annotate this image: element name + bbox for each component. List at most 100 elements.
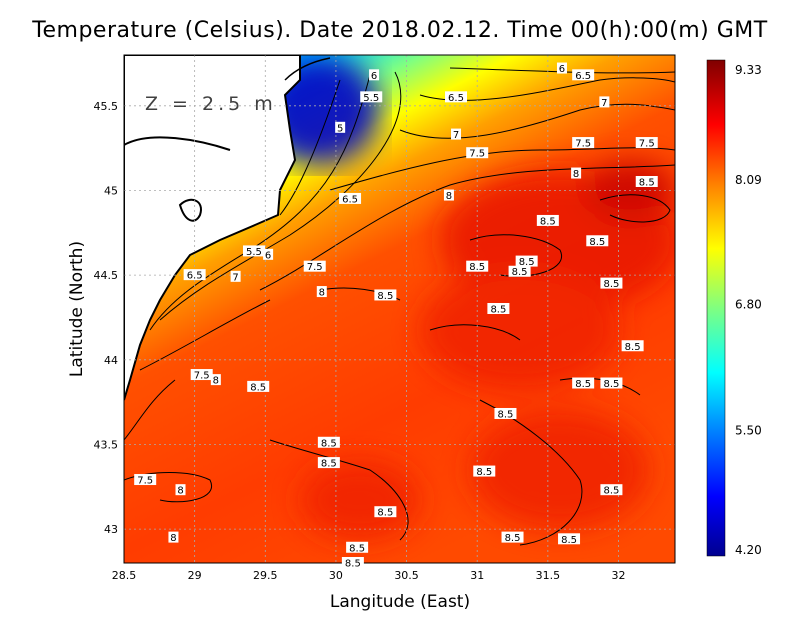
svg-text:7.5: 7.5 <box>194 371 210 382</box>
x-tick-label: 31 <box>470 569 484 582</box>
y-tick-label: 43.5 <box>94 438 119 451</box>
svg-text:8.5: 8.5 <box>505 533 521 544</box>
y-tick-label: 45 <box>104 184 118 197</box>
svg-text:8.5: 8.5 <box>540 216 556 227</box>
contour-label: 8.5 <box>247 380 270 393</box>
svg-text:7: 7 <box>232 272 238 283</box>
depth-label: Z = 2.5 m <box>145 93 277 115</box>
contour-label: 6 <box>556 62 567 75</box>
contour-label: 8.5 <box>635 176 658 189</box>
svg-text:8: 8 <box>170 533 176 544</box>
contour-label: 8 <box>210 374 221 387</box>
svg-text:8.5: 8.5 <box>603 379 619 390</box>
coastline <box>124 55 301 401</box>
svg-text:5.5: 5.5 <box>363 93 379 104</box>
svg-text:8: 8 <box>177 486 183 497</box>
contour-label: 8.5 <box>508 265 531 278</box>
contour-label: 8.5 <box>600 277 623 290</box>
svg-text:8.5: 8.5 <box>561 535 577 546</box>
svg-text:8.5: 8.5 <box>512 267 528 278</box>
contour-label: 5 <box>335 121 346 134</box>
contour-label: 6.5 <box>339 192 362 205</box>
contour-label: 7.5 <box>466 147 489 160</box>
svg-text:6.5: 6.5 <box>448 93 464 104</box>
x-axis-label: Langitude (East) <box>330 592 470 612</box>
contour-label: 7.5 <box>134 474 157 487</box>
contour-label: 6 <box>263 248 274 261</box>
contour-label: 8 <box>316 286 327 299</box>
svg-text:7.5: 7.5 <box>307 262 323 273</box>
contour-label: 8.5 <box>515 255 538 268</box>
contour-label: 8.5 <box>572 377 595 390</box>
contour-label: 8.5 <box>600 484 623 497</box>
y-tick-label: 43 <box>104 523 118 536</box>
contour-label: 6.5 <box>572 69 595 82</box>
contour-label: 8.5 <box>487 303 510 316</box>
x-tick-label: 31.5 <box>536 569 561 582</box>
contour-label: 8.5 <box>494 407 517 420</box>
svg-text:8.5: 8.5 <box>490 305 506 316</box>
contour-label: 8.5 <box>341 557 364 570</box>
x-tick-label: 29.5 <box>253 569 278 582</box>
contour-label: 8.5 <box>536 214 559 227</box>
svg-text:7.5: 7.5 <box>137 476 153 487</box>
svg-text:8.5: 8.5 <box>476 467 492 478</box>
svg-text:8.5: 8.5 <box>469 262 485 273</box>
contour-label: 8 <box>175 484 186 497</box>
x-axis-ticks: 28.5 29 29.5 30 30.5 31 31.5 32 <box>112 569 626 582</box>
x-tick-label: 29 <box>188 569 202 582</box>
x-tick-label: 28.5 <box>112 569 137 582</box>
svg-text:8.5: 8.5 <box>377 291 393 302</box>
svg-text:8.5: 8.5 <box>603 486 619 497</box>
svg-text:7.5: 7.5 <box>639 139 655 150</box>
contour-label: 8 <box>443 189 454 202</box>
svg-text:8.5: 8.5 <box>345 559 361 570</box>
contour-label: 7.5 <box>635 137 658 150</box>
colorbar-tick-label: 6.80 <box>735 298 762 312</box>
contour-label: 8.5 <box>586 235 609 248</box>
svg-text:8: 8 <box>319 288 325 299</box>
contour-label: 7.5 <box>190 369 213 382</box>
contour-label: 7 <box>230 270 241 283</box>
contour-label: 8.5 <box>621 340 644 353</box>
svg-text:7.5: 7.5 <box>575 139 591 150</box>
svg-text:7: 7 <box>453 130 459 141</box>
svg-text:8: 8 <box>213 376 219 387</box>
svg-text:8.5: 8.5 <box>498 409 514 420</box>
svg-text:8.5: 8.5 <box>321 438 337 449</box>
y-axis-ticks: 43 43.5 44 44.5 45 45.5 <box>94 100 119 536</box>
colorbar-tick-label: 8.09 <box>735 173 762 187</box>
contour-label: 8.5 <box>374 289 397 302</box>
contour-label: 7 <box>599 96 610 109</box>
svg-text:7.5: 7.5 <box>469 149 485 160</box>
y-tick-label: 44 <box>104 354 118 367</box>
contour-label: 7.5 <box>572 137 595 150</box>
contour-label: 8.5 <box>346 541 369 554</box>
svg-text:8.5: 8.5 <box>250 382 266 393</box>
contour-label: 8.5 <box>473 465 496 478</box>
svg-text:6: 6 <box>371 71 377 82</box>
svg-text:8: 8 <box>446 191 452 202</box>
contour-label: 6.5 <box>183 269 206 282</box>
svg-text:8.5: 8.5 <box>321 459 337 470</box>
land-mask <box>124 55 331 401</box>
svg-text:6.5: 6.5 <box>575 71 591 82</box>
colorbar-tick-label: 9.33 <box>735 63 762 77</box>
svg-text:6.5: 6.5 <box>187 271 203 282</box>
contour-label: 8 <box>168 531 179 544</box>
svg-text:8.5: 8.5 <box>625 342 641 353</box>
contour-label: 8.5 <box>317 436 340 449</box>
svg-text:8.5: 8.5 <box>575 379 591 390</box>
y-tick-label: 44.5 <box>94 269 119 282</box>
svg-text:6: 6 <box>559 64 565 75</box>
svg-text:6.5: 6.5 <box>342 194 358 205</box>
x-tick-label: 32 <box>611 569 625 582</box>
colorbar-ticks: 9.33 8.09 6.80 5.50 4.20 <box>735 63 762 557</box>
contour-label: 5.5 <box>360 91 383 104</box>
contour-label: 8.5 <box>501 531 524 544</box>
colorbar-tick-label: 4.20 <box>735 543 762 557</box>
contour-label: 8.5 <box>600 377 623 390</box>
svg-text:8.5: 8.5 <box>589 237 605 248</box>
